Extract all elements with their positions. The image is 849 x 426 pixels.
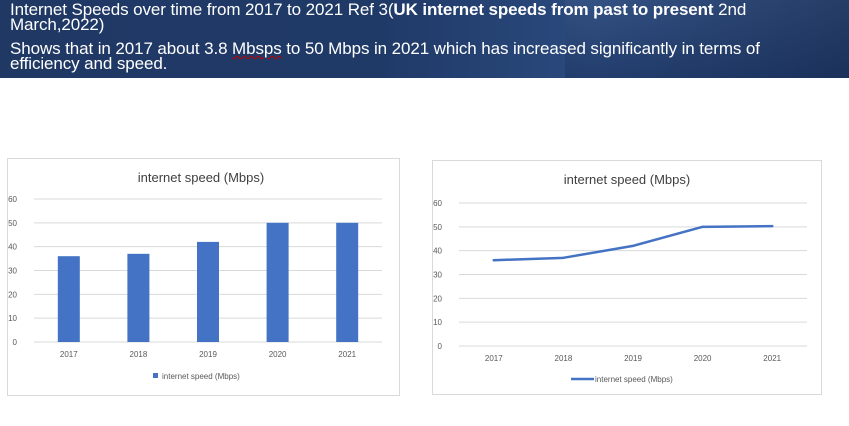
- bar-2020: [266, 222, 289, 342]
- x-tick-label: 2019: [624, 354, 642, 363]
- y-tick-label: 40: [8, 243, 17, 252]
- y-tick-label: 30: [8, 267, 17, 276]
- x-tick-label: 2018: [555, 354, 573, 363]
- point-2017: [492, 259, 495, 262]
- x-tick-label: 2018: [130, 350, 148, 359]
- y-tick-label: 0: [438, 342, 443, 351]
- x-tick-label: 2021: [338, 350, 356, 359]
- bar-2017: [57, 256, 80, 342]
- description-part-a: Shows that in 2017 about 3.8: [10, 39, 233, 58]
- y-tick-label: 30: [433, 271, 442, 280]
- point-2021: [771, 224, 774, 228]
- legend-label: internet speed (Mbps): [595, 375, 673, 384]
- y-tick-label: 50: [433, 223, 442, 232]
- y-tick-label: 60: [8, 195, 17, 204]
- bar-chart: internet speed (Mbps) 0 10 20 30 40 50 60 2017 20…: [8, 170, 382, 381]
- x-tick-label: 2017: [60, 350, 78, 359]
- line-chart: internet speed (Mbps) 0 10 20 30 40 50 60 2017 20…: [433, 172, 807, 384]
- y-tick-label: 10: [433, 318, 442, 327]
- bar-2018: [127, 253, 150, 342]
- header-banner: Internet Speeds over time from 2017 to 2…: [0, 0, 849, 78]
- y-tick-label: 0: [13, 338, 18, 347]
- bar-chart-card: internet speed (Mbps) 0 10 20 30 40 50 60 2017 20…: [7, 158, 400, 396]
- series-line: [492, 224, 774, 262]
- bar-2019: [197, 241, 219, 342]
- line-chart-card: internet speed (Mbps) 0 10 20 30 40 50 60 2017 20…: [432, 160, 822, 395]
- description-part-b: to 50 Mbps in 2021 which has increased s…: [10, 39, 760, 73]
- y-tick-label: 40: [433, 247, 442, 256]
- header-description: Shows that in 2017 about 3.8 Mbsps to 50…: [10, 39, 810, 73]
- banner-shade: [565, 0, 849, 78]
- chart-title: internet speed (Mbps): [564, 172, 690, 187]
- header-title: Internet Speeds over time from 2017 to 2…: [10, 0, 790, 34]
- title-prefix: Internet Speeds over time from 2017 to 2…: [10, 0, 394, 19]
- bar-2021: [336, 222, 359, 342]
- point-2018: [562, 256, 565, 260]
- point-2020: [701, 225, 704, 229]
- title-suffix: 2nd March,2022): [10, 0, 747, 34]
- misspelled-word: Mbsps: [232, 39, 282, 58]
- title-reference-bold: UK internet speeds from past to present: [393, 0, 714, 19]
- legend-label: internet speed (Mbps): [162, 372, 240, 381]
- y-tick-label: 60: [433, 199, 442, 208]
- y-tick-label: 20: [433, 294, 442, 303]
- x-tick-label: 2021: [763, 354, 781, 363]
- x-tick-label: 2020: [269, 350, 287, 359]
- legend-swatch: [153, 373, 158, 378]
- x-tick-label: 2019: [199, 350, 217, 359]
- y-tick-label: 50: [8, 219, 17, 228]
- chart-title: internet speed (Mbps): [138, 170, 264, 185]
- y-tick-label: 10: [8, 314, 17, 323]
- y-tick-label: 20: [8, 290, 17, 299]
- x-tick-label: 2020: [694, 354, 712, 363]
- x-tick-label: 2017: [485, 354, 503, 363]
- point-2019: [631, 244, 635, 248]
